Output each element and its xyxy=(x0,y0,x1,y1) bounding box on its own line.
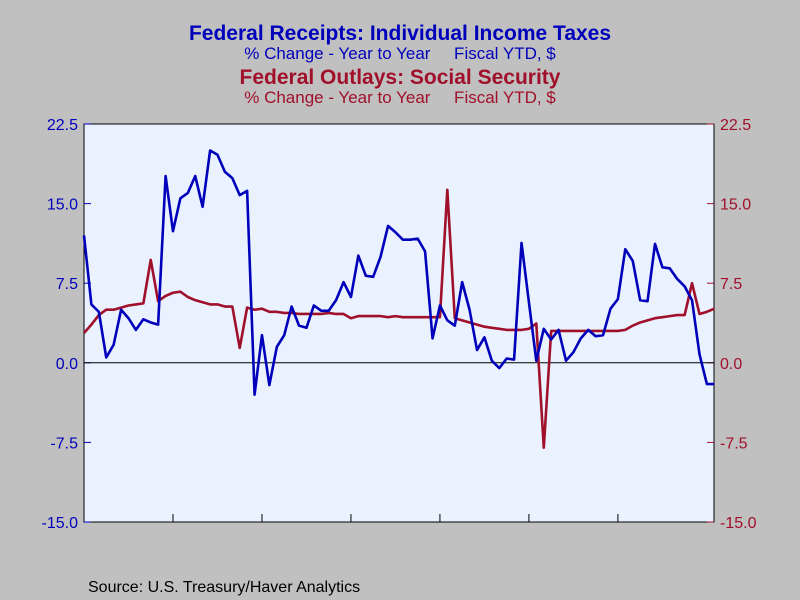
source-note: Source: U.S. Treasury/Haver Analytics xyxy=(88,579,360,596)
left-y-tick-label: -7.5 xyxy=(50,435,78,452)
series2-subtitle: % Change - Year to Year Fiscal YTD, $ xyxy=(244,88,556,107)
series1-subtitle: % Change - Year to Year Fiscal YTD, $ xyxy=(244,44,556,63)
right-y-tick-label: 7.5 xyxy=(720,276,742,293)
right-y-tick-label: 0.0 xyxy=(720,356,742,373)
left-y-axis: -15.0 -7.5 0.0 7.5 15.0 22.5 xyxy=(42,117,91,532)
right-y-tick-label: 22.5 xyxy=(720,117,751,134)
series2-title: Federal Outlays: Social Security xyxy=(240,66,561,89)
right-y-tick-label: -7.5 xyxy=(720,435,748,452)
series1-title: Federal Receipts: Individual Income Taxe… xyxy=(189,22,611,45)
left-y-tick-label: 15.0 xyxy=(47,197,78,214)
right-y-tick-label: 15.0 xyxy=(720,197,751,214)
series-line-income-taxes xyxy=(82,149,715,396)
plot-area xyxy=(83,123,715,523)
left-y-tick-label: 7.5 xyxy=(56,276,78,293)
right-y-tick-label: -15.0 xyxy=(720,515,757,532)
right-y-axis: -15.0 -7.5 0.0 7.5 15.0 22.5 xyxy=(707,117,757,532)
left-y-tick-label: 0.0 xyxy=(56,356,78,373)
left-y-tick-label: 22.5 xyxy=(47,117,78,134)
left-y-tick-label: -15.0 xyxy=(42,515,79,532)
x-axis-ticks xyxy=(172,514,619,522)
series-line-social-security xyxy=(83,188,715,450)
series-lines xyxy=(82,149,715,450)
